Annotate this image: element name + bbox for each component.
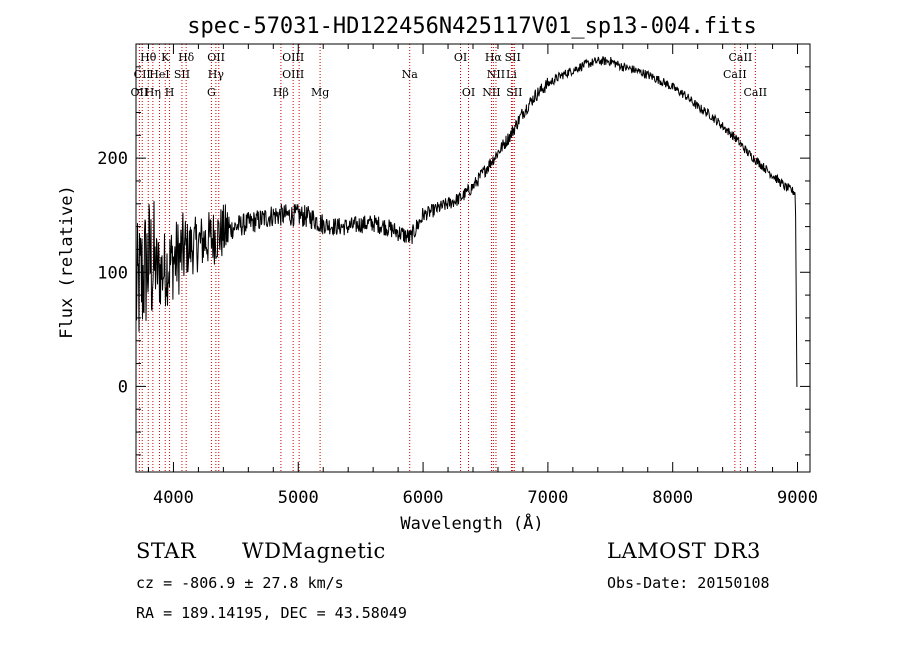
line-label: SII [506,86,522,99]
x-axis-label: Wavelength (Å) [400,512,543,534]
line-label: OIII [282,68,304,81]
line-label: CaII [723,68,747,81]
line-label: Hβ [273,86,289,99]
spectrum-line [135,56,798,387]
tick-label: 5000 [278,488,319,508]
tick-label: 4000 [153,488,194,508]
line-label: OII [207,51,225,64]
axis-ticks: 4000 5000 6000 7000 8000 9000 0 100 200 [97,44,818,508]
line-label: OII [131,86,149,99]
line-label: H [165,86,175,99]
tick-label: 7000 [527,488,568,508]
plot-frame [135,43,811,473]
line-label: OI [462,86,475,99]
line-label: Hθ [140,51,157,64]
ra-dec: RA = 189.14195, DEC = 43.58049 [136,604,407,622]
line-label: Hα [485,51,503,64]
tick-label: 8000 [652,488,693,508]
line-label: CII [134,68,151,81]
object-class: STAR [136,539,197,563]
tick-label: 200 [97,149,128,169]
line-label: SII [174,68,190,81]
line-label: NII [482,86,500,99]
line-markers [138,44,756,472]
line-label: HeI [149,68,169,81]
line-label: Mg [311,86,329,99]
line-label: Hγ [208,68,225,81]
line-label: OIII [282,51,304,64]
y-axis-label: Flux (relative) [57,185,77,339]
line-label: Hδ [178,51,195,64]
line-label: Na [402,68,419,81]
line-label: Li [506,68,517,81]
tick-label: 6000 [403,488,444,508]
observation-date: Obs-Date: 20150108 [607,574,770,592]
line-label: CaII [743,86,767,99]
tick-label: 100 [97,263,128,283]
redshift-velocity: cz = -806.9 ± 27.8 km/s [136,574,344,592]
line-label: K [161,51,170,64]
object-subclass: WDMagnetic [242,539,386,563]
chart-title: spec-57031-HD122456N425117V01_sp13-004.f… [187,14,757,39]
line-label: Hη [145,86,161,99]
tick-label: 9000 [777,488,818,508]
line-label: SII [505,51,521,64]
line-label: CaII [729,51,753,64]
line-label: NII [487,68,505,81]
tick-label: 0 [118,377,128,397]
line-label: OI [454,51,467,64]
survey-name: LAMOST DR3 [607,539,761,563]
line-label: G [207,86,216,99]
